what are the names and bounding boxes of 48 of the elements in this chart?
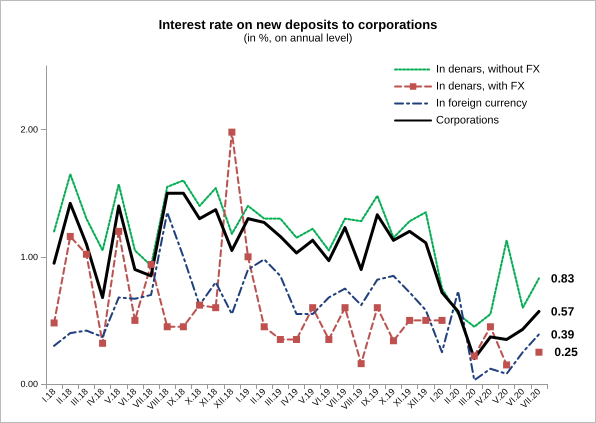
point	[325, 336, 332, 343]
point	[406, 316, 414, 324]
chart-title: Interest rate on new deposits to corporations	[158, 17, 438, 32]
legend-label: In denars, without FX	[436, 64, 541, 76]
x-tick-label: I.19	[234, 386, 252, 404]
point	[66, 232, 74, 240]
point	[244, 253, 252, 260]
legend-label: Corporations	[436, 114, 500, 126]
y-tick-label: 2.00	[20, 124, 38, 135]
point	[82, 250, 90, 258]
data-label: 0.39	[550, 327, 575, 342]
line-series	[53, 173, 540, 328]
point	[50, 319, 58, 326]
point	[358, 360, 365, 368]
x-tick-label: I.18	[40, 386, 58, 404]
point	[228, 128, 236, 136]
point	[390, 337, 397, 344]
point	[422, 316, 430, 324]
point	[260, 323, 268, 330]
line-series	[52, 192, 540, 360]
point	[309, 304, 316, 312]
point	[180, 323, 187, 330]
y-tick-label: 1.00	[20, 252, 38, 262]
line-series	[53, 211, 540, 382]
point	[164, 323, 171, 330]
point	[341, 304, 348, 312]
point	[438, 316, 446, 324]
point	[374, 304, 381, 312]
point	[276, 336, 284, 343]
point	[115, 228, 122, 235]
point	[486, 323, 494, 330]
legend-label: In foreign currency	[436, 98, 528, 110]
point	[535, 348, 542, 356]
data-label: 0.25	[554, 345, 578, 360]
point	[293, 336, 300, 343]
legend-label: In denars, with FX	[436, 80, 526, 92]
chart-subtitle: (in %, on annual level)	[244, 32, 352, 44]
data-label: 0.57	[550, 304, 575, 318]
point	[131, 316, 138, 324]
point	[99, 340, 106, 347]
x-tick-label: I.20	[428, 386, 446, 404]
point	[503, 361, 510, 368]
point	[212, 304, 220, 312]
data-label: 0.83	[550, 271, 575, 286]
point	[470, 352, 478, 360]
point	[148, 260, 155, 268]
y-tick-label: 0.00	[20, 379, 38, 389]
point	[196, 302, 204, 309]
